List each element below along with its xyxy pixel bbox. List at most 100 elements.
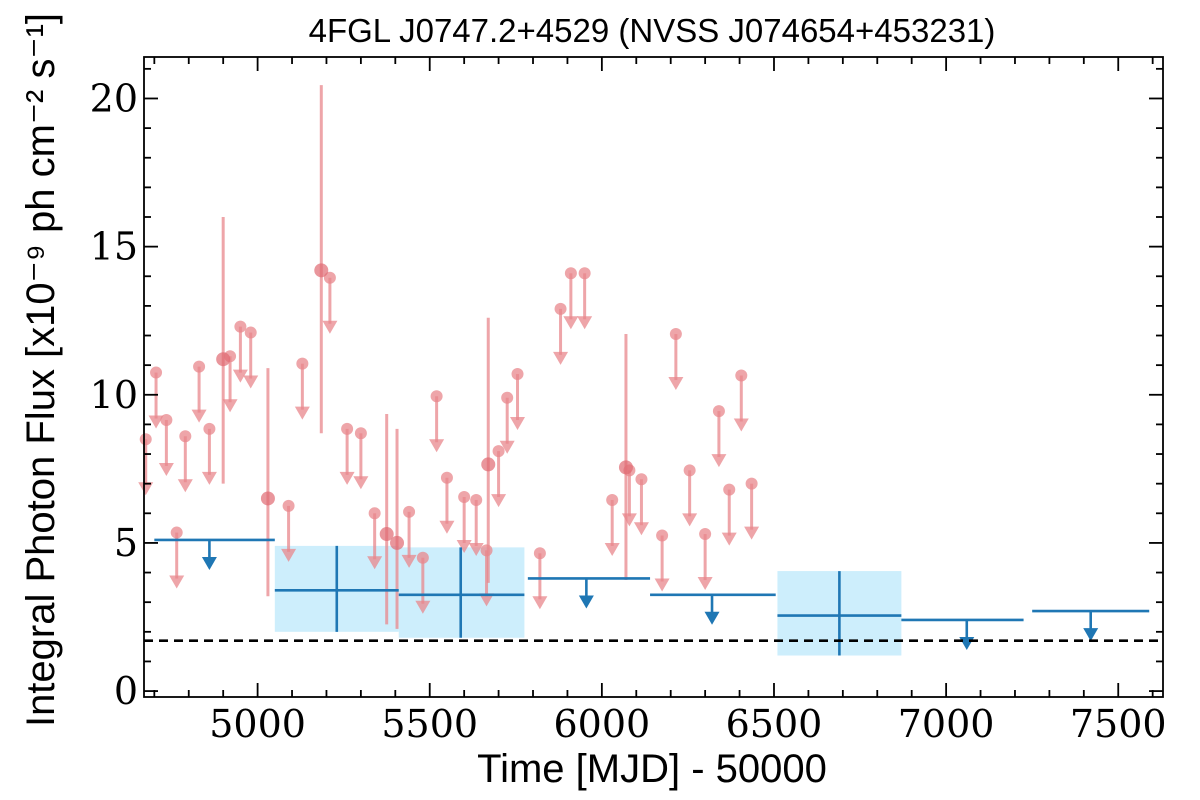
short-bin-ul-arrowhead (733, 418, 749, 432)
short-bin-detection-point (260, 491, 275, 506)
plot-frame (143, 56, 1164, 698)
y-tick-label: 5 (114, 521, 138, 565)
short-bin-ul-arrowhead (621, 513, 637, 527)
short-bin-ul-point (656, 529, 669, 542)
short-bin-ul-point (458, 491, 471, 503)
short-bin-ul-point (403, 505, 416, 518)
short-bin-ul-arrowhead (429, 439, 445, 453)
short-bin-ul-point (323, 271, 336, 284)
short-bin-ul-arrowhead (169, 575, 185, 589)
short-bin-ul-point (139, 433, 152, 446)
short-bin-ul-arrowhead (281, 548, 297, 562)
short-bin-ul-point (203, 422, 216, 435)
x-tick-label: 5500 (381, 702, 478, 746)
short-bin-ul-point (160, 413, 173, 426)
short-bin-ul-point (699, 528, 712, 541)
short-bin-ul-arrowhead (322, 320, 338, 334)
short-bin-ul-arrowhead (668, 377, 684, 391)
short-bin-ul-point (712, 405, 725, 418)
short-bin-ul-point (635, 473, 648, 486)
short-bin-ul-point (533, 547, 546, 560)
short-bin-detection-point (618, 460, 633, 475)
short-bin-ul-point (745, 477, 758, 490)
short-bin-ul-point (511, 368, 524, 381)
short-bin-ul-point (234, 320, 247, 333)
short-bin-ul-arrowhead (201, 471, 217, 485)
short-bin-ul-arrowhead (499, 440, 515, 454)
short-bin-ul-arrowhead (456, 540, 472, 553)
short-bin-ul-point (492, 445, 505, 458)
long-bin-ul-arrowhead (201, 556, 217, 570)
short-bin-ul-point (416, 551, 429, 564)
short-bin-ul-point (430, 390, 443, 403)
short-bin-ul-arrowhead (468, 542, 484, 556)
x-tick-label: 6000 (554, 702, 651, 746)
short-bin-ul-point (354, 427, 367, 440)
short-bin-ul-arrowhead (401, 554, 417, 568)
x-axis-title: Time [MJD] - 50000 (477, 747, 827, 791)
short-bin-ul-point (723, 483, 736, 496)
short-bin-ul-point (368, 507, 381, 520)
short-bin-ul-arrowhead (654, 578, 670, 592)
short-bin-ul-arrowhead (604, 542, 620, 556)
short-bin-detection-point (390, 535, 405, 550)
short-bin-ul-point (470, 493, 483, 506)
plot-area (138, 85, 1163, 656)
short-bin-ul-arrowhead (532, 596, 548, 610)
short-bin-ul-arrowhead (191, 409, 207, 423)
x-tick-label: 5000 (209, 702, 306, 746)
short-bin-ul-arrowhead (222, 399, 238, 413)
y-tick-label: 0 (114, 669, 138, 713)
short-bin-ul-arrowhead (563, 316, 579, 330)
short-bin-detection-point (314, 263, 329, 278)
short-bin-ul-point (170, 526, 183, 539)
short-bin-ul-point (564, 267, 577, 280)
short-bin-detection-point (481, 457, 496, 472)
short-bin-ul-arrowhead (682, 513, 698, 527)
long-bin-ul-arrowhead (578, 595, 594, 609)
chart-title: 4FGL J0747.2+4529 (NVSS J074654+453231) (309, 12, 996, 49)
short-bin-ul-arrowhead (353, 476, 369, 490)
long-bin-ul-arrowhead (704, 611, 720, 625)
short-bin-ul-point (578, 267, 591, 280)
axes: 5000 5500 6000 6500 7000 7500 0 5 10 15 20 (90, 56, 1167, 746)
short-bin-ul-point (735, 369, 748, 382)
short-bin-ul-arrowhead (633, 522, 649, 536)
short-bin-ul-point (683, 464, 696, 477)
y-tick-label: 15 (90, 225, 138, 269)
short-bin-ul-point (501, 391, 514, 404)
short-bin-ul-point (480, 544, 493, 557)
short-bin-ul-arrowhead (439, 520, 455, 534)
short-bin-ul-point (150, 366, 163, 379)
short-bin-detection-point (379, 527, 394, 542)
short-bin-ul-arrowhead (711, 454, 727, 468)
short-bin-ul-point (193, 360, 206, 373)
short-bin-ul-arrowhead (339, 471, 355, 485)
short-bin-ul-arrowhead (138, 482, 154, 496)
long-bin-ul-arrowhead (1083, 628, 1099, 642)
short-bin-ul-arrowhead (491, 494, 507, 508)
long-bin-ul-arrowhead (959, 636, 975, 650)
short-bin-ul-arrowhead (697, 577, 713, 591)
short-bin-ul-arrowhead (158, 462, 174, 476)
short-bin-ul-point (244, 326, 257, 339)
short-bin-ul-arrowhead (721, 532, 737, 546)
short-bin-ul-arrowhead (177, 479, 193, 493)
short-bin-ul-arrowhead (232, 369, 248, 383)
short-bin-ul-point (282, 499, 295, 512)
x-tick-label: 7000 (898, 702, 995, 746)
short-bin-ul-arrowhead (479, 593, 495, 607)
short-bin-ul-arrowhead (577, 316, 593, 330)
short-bin-ul-arrowhead (294, 406, 310, 420)
short-bin-ul-point (606, 493, 619, 506)
short-bin-detection-point (216, 352, 231, 367)
short-bin-ul-arrowhead (367, 556, 383, 570)
y-tick-label: 20 (90, 76, 138, 120)
short-bin-ul-point (296, 357, 309, 370)
short-bin-ul-arrowhead (510, 417, 526, 431)
short-bin-ul-point (669, 328, 682, 341)
y-tick-label: 10 (90, 373, 138, 417)
short-bin-ul-arrowhead (744, 526, 760, 540)
short-bin-ul-point (179, 430, 192, 443)
short-bin-ul-arrowhead (415, 600, 431, 614)
